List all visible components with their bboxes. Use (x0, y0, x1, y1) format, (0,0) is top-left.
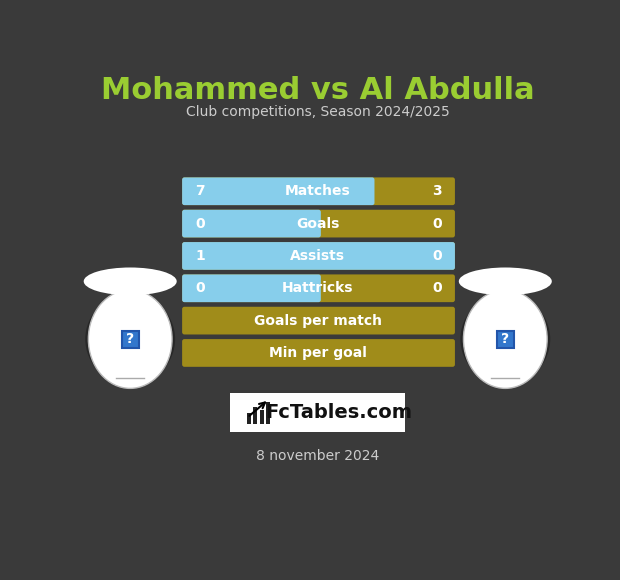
Text: 0: 0 (195, 281, 205, 295)
Ellipse shape (463, 290, 547, 389)
Text: Assists: Assists (290, 249, 345, 263)
Bar (266, 403, 270, 424)
Text: Hattricks: Hattricks (282, 281, 353, 295)
FancyBboxPatch shape (182, 242, 455, 270)
Ellipse shape (459, 267, 552, 295)
Text: 0: 0 (432, 249, 442, 263)
Text: Matches: Matches (285, 184, 351, 198)
Circle shape (460, 295, 551, 384)
Bar (247, 413, 251, 424)
Text: 0: 0 (432, 281, 442, 295)
Text: 8 november 2024: 8 november 2024 (256, 449, 379, 463)
FancyBboxPatch shape (497, 331, 514, 347)
Text: Club competitions, Season 2024/2025: Club competitions, Season 2024/2025 (186, 105, 450, 119)
Bar (254, 407, 257, 424)
Bar (260, 410, 264, 424)
FancyBboxPatch shape (182, 210, 321, 237)
FancyBboxPatch shape (182, 274, 455, 302)
FancyBboxPatch shape (122, 331, 139, 347)
Ellipse shape (84, 267, 177, 295)
FancyBboxPatch shape (230, 393, 405, 432)
Text: ?: ? (501, 332, 510, 346)
Text: Goals per match: Goals per match (254, 314, 382, 328)
Circle shape (85, 295, 175, 384)
Text: Min per goal: Min per goal (269, 346, 366, 360)
FancyBboxPatch shape (182, 177, 374, 205)
FancyBboxPatch shape (182, 210, 455, 237)
Text: 1: 1 (195, 249, 205, 263)
FancyBboxPatch shape (182, 339, 455, 367)
FancyBboxPatch shape (182, 274, 321, 302)
Text: 3: 3 (432, 184, 442, 198)
FancyBboxPatch shape (182, 307, 455, 335)
Text: 7: 7 (195, 184, 205, 198)
Text: ?: ? (126, 332, 135, 346)
Text: 0: 0 (432, 216, 442, 231)
Text: FcTables.com: FcTables.com (265, 403, 412, 422)
FancyBboxPatch shape (182, 177, 455, 205)
Ellipse shape (88, 290, 172, 389)
Text: 0: 0 (195, 216, 205, 231)
Text: Goals: Goals (296, 216, 339, 231)
Text: Mohammed vs Al Abdulla: Mohammed vs Al Abdulla (101, 76, 534, 105)
FancyBboxPatch shape (182, 242, 455, 270)
